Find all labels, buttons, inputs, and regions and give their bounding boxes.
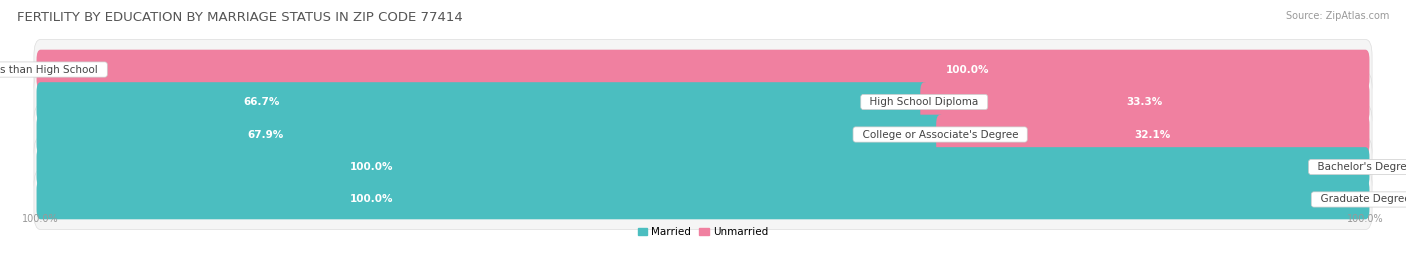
FancyBboxPatch shape <box>37 50 1369 89</box>
FancyBboxPatch shape <box>34 104 1372 165</box>
Text: Source: ZipAtlas.com: Source: ZipAtlas.com <box>1285 11 1389 21</box>
Text: 100.0%: 100.0% <box>946 65 990 75</box>
Text: 100.0%: 100.0% <box>350 162 394 172</box>
Text: 100.0%: 100.0% <box>350 194 394 204</box>
Text: Graduate Degree: Graduate Degree <box>1313 194 1406 204</box>
Text: High School Diploma: High School Diploma <box>863 97 986 107</box>
Text: 100.0%: 100.0% <box>1347 214 1384 224</box>
Text: 100.0%: 100.0% <box>22 214 59 224</box>
Text: 33.3%: 33.3% <box>1126 97 1163 107</box>
FancyBboxPatch shape <box>37 115 945 154</box>
FancyBboxPatch shape <box>37 180 1369 219</box>
FancyBboxPatch shape <box>34 40 1372 100</box>
Text: FERTILITY BY EDUCATION BY MARRIAGE STATUS IN ZIP CODE 77414: FERTILITY BY EDUCATION BY MARRIAGE STATU… <box>17 11 463 24</box>
FancyBboxPatch shape <box>37 82 928 122</box>
Text: Less than High School: Less than High School <box>0 65 104 75</box>
FancyBboxPatch shape <box>37 50 1369 89</box>
FancyBboxPatch shape <box>37 180 1369 219</box>
FancyBboxPatch shape <box>34 72 1372 132</box>
FancyBboxPatch shape <box>37 147 1369 187</box>
Text: 66.7%: 66.7% <box>243 97 280 107</box>
Text: Bachelor's Degree: Bachelor's Degree <box>1312 162 1406 172</box>
Text: College or Associate's Degree: College or Associate's Degree <box>856 129 1025 140</box>
FancyBboxPatch shape <box>921 82 1369 122</box>
FancyBboxPatch shape <box>37 147 1369 187</box>
FancyBboxPatch shape <box>936 115 1369 154</box>
FancyBboxPatch shape <box>37 82 1369 122</box>
Legend: Married, Unmarried: Married, Unmarried <box>634 223 772 241</box>
Text: 32.1%: 32.1% <box>1135 129 1171 140</box>
Text: 67.9%: 67.9% <box>247 129 284 140</box>
FancyBboxPatch shape <box>34 169 1372 229</box>
FancyBboxPatch shape <box>37 115 1369 154</box>
FancyBboxPatch shape <box>34 137 1372 197</box>
